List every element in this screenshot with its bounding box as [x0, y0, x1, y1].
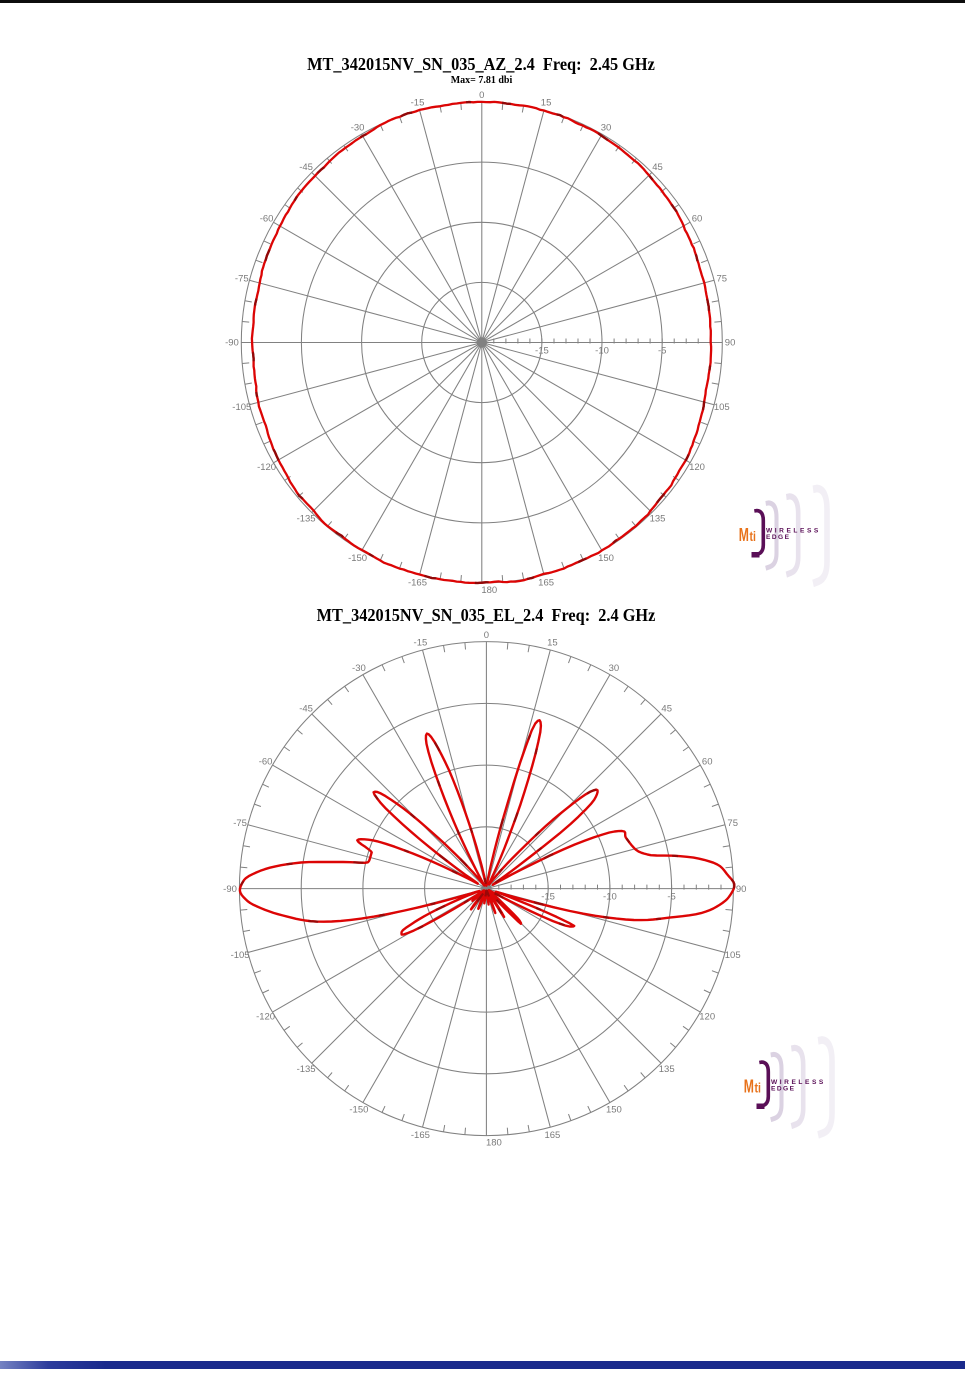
svg-text:30: 30 [609, 663, 620, 674]
svg-text:60: 60 [702, 756, 713, 767]
svg-text:-15: -15 [411, 98, 425, 109]
svg-text:ti: ti [750, 529, 756, 545]
svg-text:M: M [739, 526, 749, 546]
svg-text:-60: -60 [260, 213, 274, 224]
svg-text:-105: -105 [232, 402, 251, 413]
svg-text:180: 180 [481, 585, 497, 596]
svg-text:60: 60 [692, 213, 703, 224]
svg-text:-5: -5 [658, 345, 666, 356]
svg-text:105: 105 [725, 950, 741, 961]
svg-text:150: 150 [606, 1105, 622, 1116]
svg-text:75: 75 [727, 818, 738, 829]
svg-text:-5: -5 [667, 891, 675, 902]
svg-text:-15: -15 [541, 891, 555, 902]
svg-text:-75: -75 [233, 818, 247, 829]
svg-text:75: 75 [717, 273, 728, 284]
svg-text:-165: -165 [411, 1130, 430, 1141]
svg-text:135: 135 [650, 513, 666, 524]
svg-text:90: 90 [725, 338, 736, 349]
svg-text:-30: -30 [351, 123, 365, 134]
svg-text:-90: -90 [225, 338, 239, 349]
svg-text:EDGE: EDGE [766, 534, 791, 541]
svg-text:120: 120 [689, 462, 705, 473]
svg-text:30: 30 [601, 123, 612, 134]
svg-text:WIRELESS: WIRELESS [771, 1079, 826, 1086]
svg-text:15: 15 [547, 638, 558, 649]
svg-text:-75: -75 [235, 273, 249, 284]
svg-text:45: 45 [661, 704, 672, 715]
svg-text:-165: -165 [408, 578, 427, 589]
svg-text:-30: -30 [352, 663, 366, 674]
svg-text:-90: -90 [223, 884, 237, 895]
svg-text:EDGE: EDGE [771, 1085, 796, 1092]
svg-text:-15: -15 [535, 345, 549, 356]
svg-text:-135: -135 [297, 513, 316, 524]
svg-text:-120: -120 [256, 1011, 275, 1022]
svg-text:165: 165 [538, 578, 554, 589]
svg-text:-135: -135 [297, 1064, 316, 1075]
svg-text:0: 0 [484, 630, 489, 641]
svg-text:120: 120 [699, 1011, 715, 1022]
svg-text:105: 105 [714, 402, 730, 413]
svg-text:-60: -60 [259, 756, 273, 767]
svg-text:ti: ti [755, 1080, 761, 1096]
svg-text:150: 150 [598, 553, 614, 564]
svg-text:90: 90 [736, 884, 747, 895]
svg-text:-10: -10 [603, 891, 617, 902]
svg-text:15: 15 [541, 98, 552, 109]
svg-text:WIRELESS: WIRELESS [766, 528, 821, 535]
svg-text:-15: -15 [414, 638, 428, 649]
svg-text:M: M [744, 1077, 754, 1097]
svg-text:-150: -150 [348, 553, 367, 564]
svg-text:-120: -120 [257, 462, 276, 473]
svg-text:0: 0 [479, 90, 484, 101]
svg-text:-10: -10 [595, 345, 609, 356]
svg-text:-45: -45 [299, 162, 313, 173]
svg-text:-105: -105 [231, 950, 250, 961]
svg-text:-45: -45 [299, 704, 313, 715]
svg-text:135: 135 [659, 1064, 675, 1075]
svg-text:45: 45 [652, 162, 663, 173]
svg-text:-150: -150 [349, 1105, 368, 1116]
svg-text:165: 165 [544, 1130, 560, 1141]
svg-text:180: 180 [486, 1138, 502, 1149]
